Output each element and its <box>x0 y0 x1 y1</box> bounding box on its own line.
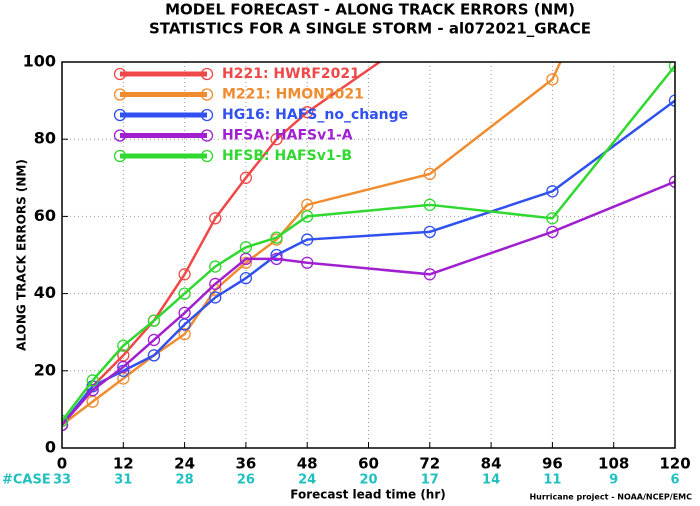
series-line <box>62 180 675 426</box>
x-tick-label: 36 <box>235 455 256 473</box>
data-point <box>178 268 191 281</box>
x-tick-label: 96 <box>542 455 563 473</box>
case-count: 33 <box>53 473 71 488</box>
y-tick-label: 60 <box>34 206 56 225</box>
data-point <box>301 106 314 119</box>
data-point <box>117 360 130 374</box>
legend-label: H221: HWRF2021 <box>222 66 360 82</box>
data-point <box>301 256 314 269</box>
data-point <box>546 73 559 86</box>
data-point <box>178 287 191 300</box>
legend-marker <box>200 88 214 101</box>
y-tick-label: 80 <box>34 129 56 148</box>
series-line <box>62 65 675 422</box>
plot-area <box>62 62 675 431</box>
data-point <box>546 225 559 238</box>
data-point <box>301 233 314 246</box>
data-point <box>239 272 253 285</box>
legend-label: M221: HMON2021 <box>222 87 364 103</box>
data-point <box>209 291 222 304</box>
legend-marker <box>200 67 214 81</box>
x-tick-label: 60 <box>358 455 379 473</box>
data-point <box>270 231 283 244</box>
x-tick-label: 72 <box>419 455 440 473</box>
data-point <box>209 277 222 291</box>
data-point <box>270 133 283 146</box>
plot-frame <box>61 61 676 449</box>
data-point <box>209 260 222 273</box>
x-tick-label: 108 <box>598 455 629 473</box>
x-tick-label: 84 <box>481 455 502 473</box>
legend-marker <box>113 67 127 81</box>
y-axis-label: ALONG TRACK ERRORS (NM) <box>15 159 29 351</box>
data-point <box>62 414 69 428</box>
chart-subtitle: STATISTICS FOR A SINGLE STORM - al072021… <box>149 20 591 38</box>
data-point <box>423 198 436 211</box>
data-point <box>546 185 559 198</box>
x-tick-label: 12 <box>113 455 134 473</box>
data-point <box>239 241 253 254</box>
data-point <box>147 333 161 347</box>
case-count: 28 <box>176 473 194 488</box>
data-point <box>147 314 161 327</box>
data-point <box>270 252 283 266</box>
data-point <box>86 374 99 387</box>
legend-marker <box>113 129 127 142</box>
data-point <box>546 212 559 225</box>
y-tick-label: 20 <box>34 360 56 379</box>
legend-marker <box>200 149 214 163</box>
data-point <box>178 306 191 320</box>
y-tick-label: 100 <box>23 52 56 71</box>
x-tick-label: 120 <box>659 455 690 473</box>
x-axis-label: Forecast lead time (hr) <box>290 488 446 502</box>
case-count: 6 <box>670 473 679 488</box>
data-point <box>668 175 675 188</box>
case-count: 14 <box>482 473 500 488</box>
data-point <box>178 327 191 341</box>
series-line <box>62 62 562 426</box>
data-point <box>423 268 436 281</box>
data-point <box>62 418 69 431</box>
case-count: 17 <box>421 473 439 488</box>
chart-title: MODEL FORECAST - ALONG TRACK ERRORS (NM) <box>165 1 575 19</box>
data-point <box>423 225 436 238</box>
case-count: 24 <box>298 473 316 488</box>
data-point <box>301 210 314 223</box>
case-label: #CASE <box>2 473 51 488</box>
data-point <box>117 339 130 352</box>
data-point <box>147 349 161 362</box>
x-tick-label: 0 <box>57 455 67 473</box>
footer: Hurricane project - NOAA/NCEP/EMC <box>529 493 692 502</box>
case-count: 20 <box>359 473 377 488</box>
case-count: 31 <box>114 473 132 488</box>
series-line <box>62 62 382 426</box>
case-count: 11 <box>543 473 561 488</box>
data-point <box>423 167 436 181</box>
legend-marker <box>113 108 127 122</box>
case-count: 9 <box>609 473 618 488</box>
legend-marker <box>200 108 214 122</box>
data-point <box>239 171 253 184</box>
y-tick-label: 0 <box>45 438 56 457</box>
case-count: 26 <box>237 473 255 488</box>
data-point <box>270 248 283 262</box>
legend-marker <box>113 88 127 101</box>
legend-marker <box>113 149 127 163</box>
data-point <box>86 383 99 397</box>
x-tick-label: 48 <box>297 455 318 473</box>
legend-label: HG16: HAFS_no_change <box>222 107 408 123</box>
legend-label: HFSA: HAFSv1-A <box>222 128 353 144</box>
data-point <box>668 62 675 73</box>
data-point <box>209 212 222 225</box>
y-tick-label: 40 <box>34 283 56 302</box>
data-point <box>668 94 675 107</box>
x-tick-label: 24 <box>174 455 195 473</box>
legend-label: HFSB: HAFSv1-B <box>222 148 352 164</box>
legend-marker <box>200 129 214 142</box>
